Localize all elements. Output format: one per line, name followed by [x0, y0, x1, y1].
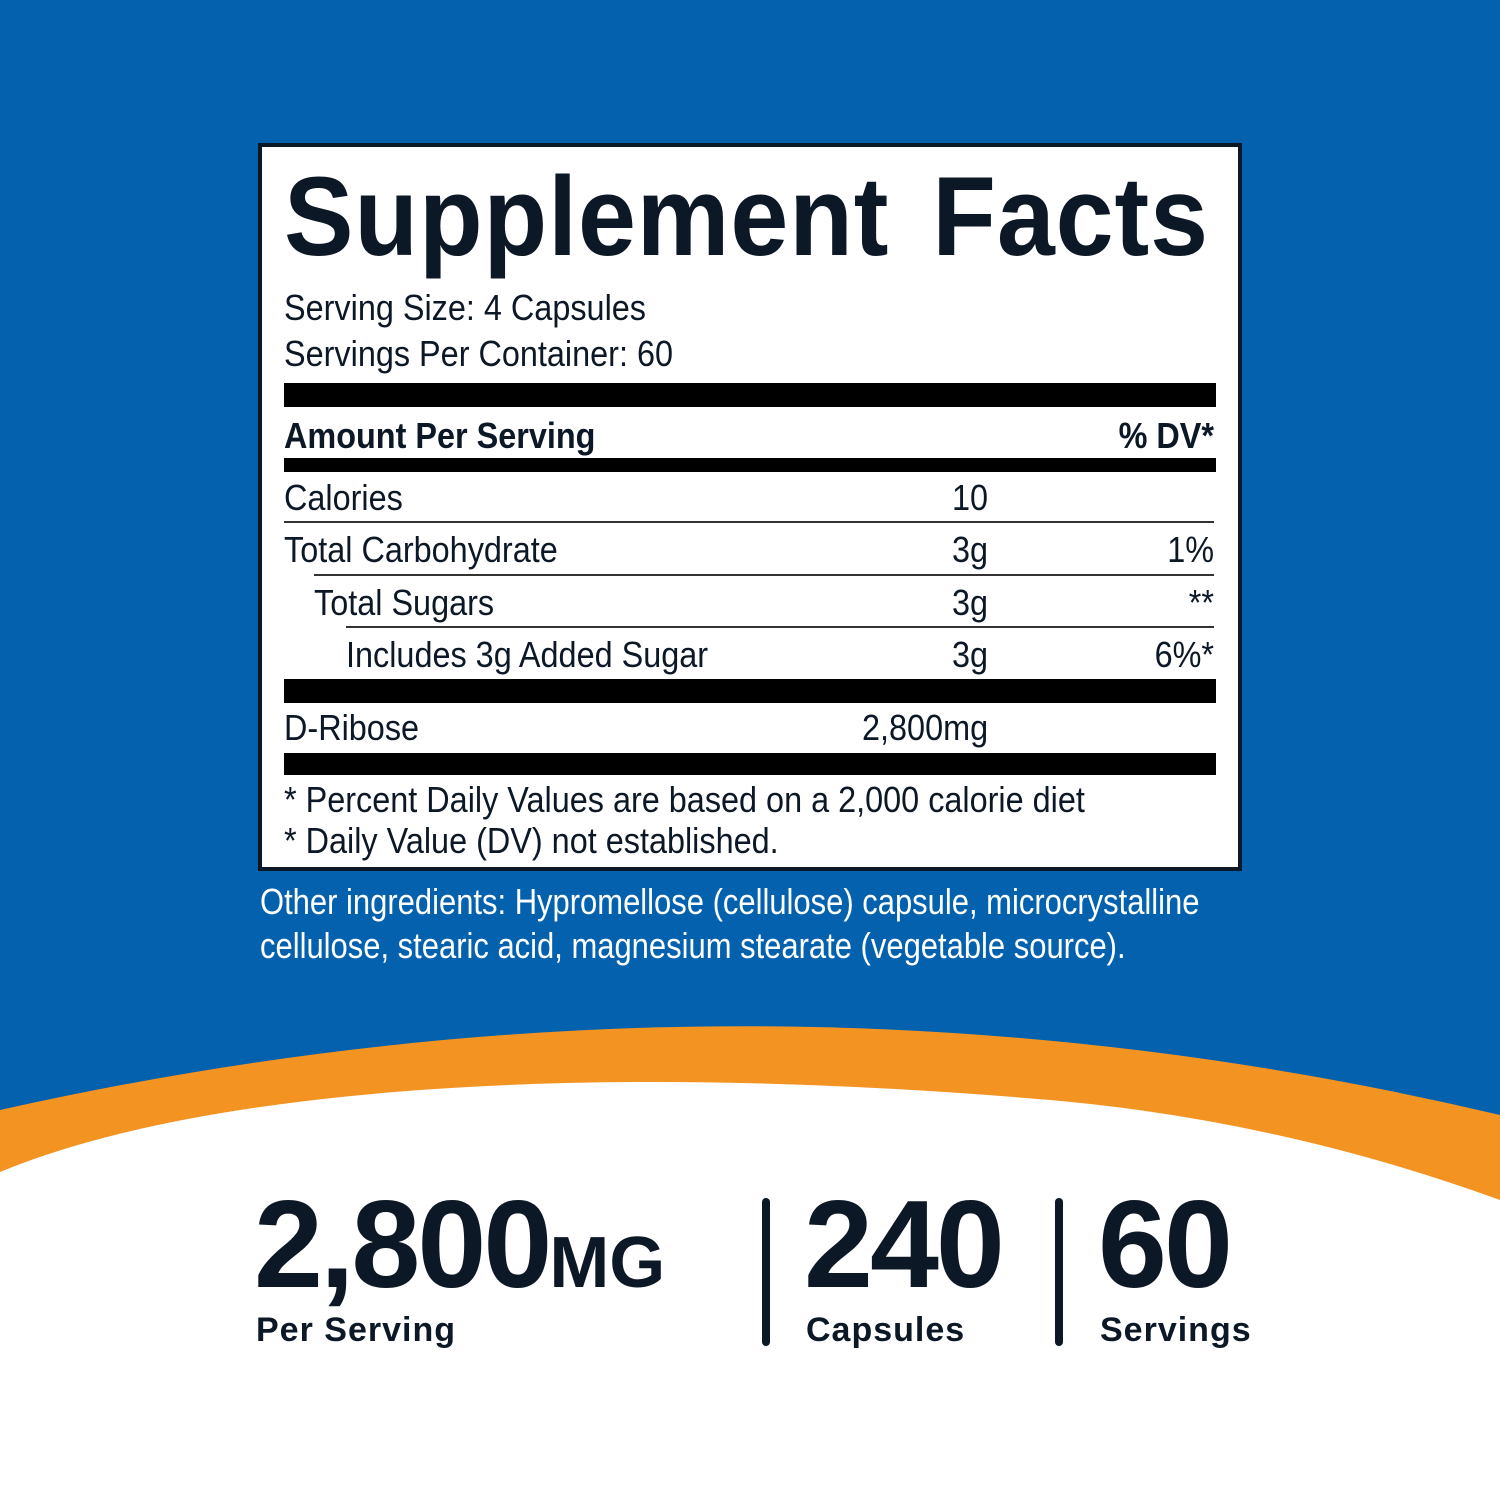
supplement-facts-panel: Supplement Facts Serving Size: 4 Capsule… [258, 143, 1242, 871]
stat-dose-value: 2,800MG [254, 1183, 665, 1325]
stat-dose-number: 2,800 [254, 1176, 552, 1314]
row-calories-amount: 10 [951, 477, 988, 518]
stat-servings-label: Servings [1100, 1311, 1252, 1349]
row-sugars-dv: ** [1188, 582, 1214, 623]
header-dv: % DV* [1118, 415, 1214, 456]
row-ribose-name: D-Ribose [284, 707, 420, 748]
row-carb-dv: 1% [1167, 529, 1214, 570]
row-carb-amount: 3g [951, 529, 988, 570]
stat-separator [762, 1198, 770, 1346]
divider-thin [314, 574, 1214, 576]
stat-capsules-label: Capsules [806, 1311, 966, 1349]
stat-capsules-value: 240 [804, 1176, 1005, 1314]
divider-thin [284, 521, 1214, 523]
row-ribose-amount: 2,800mg [861, 707, 988, 748]
divider-medium [284, 458, 1216, 472]
divider-thick [284, 753, 1216, 775]
other-ingredients: Other ingredients: Hypromellose (cellulo… [260, 880, 1199, 968]
row-sugars-name: Total Sugars [314, 582, 495, 623]
serving-size: Serving Size: 4 Capsules [284, 287, 646, 328]
row-added-sugar-name: Includes 3g Added Sugar [346, 634, 709, 675]
footnote-2: * Daily Value (DV) not established. [284, 820, 779, 861]
divider-thick [284, 679, 1216, 703]
divider-thick [284, 383, 1216, 407]
other-ingredients-line: cellulose, stearic acid, magnesium stear… [260, 925, 1126, 966]
other-ingredients-line: Other ingredients: Hypromellose (cellulo… [260, 881, 1200, 922]
facts-title: Supplement Facts [284, 154, 1210, 279]
footnote-1: * Percent Daily Values are based on a 2,… [284, 779, 1085, 820]
row-added-sugar-dv: 6%* [1154, 634, 1214, 675]
stat-dose-unit: MG [549, 1223, 666, 1303]
row-carb-name: Total Carbohydrate [284, 529, 558, 570]
row-added-sugar-amount: 3g [951, 634, 988, 675]
divider-thin [346, 626, 1214, 628]
row-sugars-amount: 3g [951, 582, 988, 623]
row-calories-name: Calories [284, 477, 403, 518]
white-wave [0, 1082, 1500, 1500]
stat-servings-value: 60 [1098, 1176, 1233, 1314]
header-amount: Amount Per Serving [284, 415, 596, 456]
stat-separator [1055, 1198, 1063, 1346]
stat-dose-label: Per Serving [256, 1311, 456, 1349]
servings-per-container: Servings Per Container: 60 [284, 333, 674, 374]
